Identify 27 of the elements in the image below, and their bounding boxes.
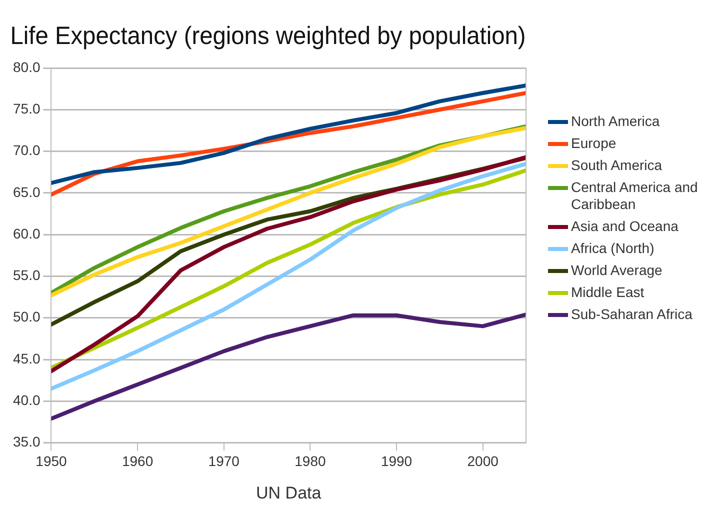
x-tick-label: 2000	[467, 453, 499, 470]
legend-label: Sub-Saharan Africa	[571, 306, 692, 323]
y-tick-label: 55.0	[13, 267, 40, 284]
x-tick-label: 1980	[294, 453, 326, 470]
legend-label: North America	[571, 113, 660, 130]
legend-label: Europe	[571, 135, 616, 152]
x-tick-label: 1990	[380, 453, 412, 470]
legend-label: Central America and Caribbean	[571, 179, 699, 213]
y-tick-label: 65.0	[13, 184, 40, 200]
x-tick-label: 1950	[36, 453, 68, 470]
y-tick-label: 75.0	[13, 100, 40, 117]
x-tick-label: 1960	[122, 453, 154, 470]
y-tick-label: 70.0	[13, 142, 40, 158]
legend-label: Asia and Oceana	[571, 218, 678, 235]
x-tick-label: 1970	[208, 453, 240, 470]
y-tick-label: 60.0	[13, 225, 40, 242]
chart-title: Life Expectancy (regions weighted by population)	[10, 22, 526, 50]
x-axis-title: UN Data	[256, 483, 322, 502]
legend-label: Middle East	[571, 284, 644, 301]
y-tick-label: 80.0	[13, 58, 40, 75]
y-tick-label: 40.0	[13, 392, 40, 408]
legend-label: World Average	[571, 262, 662, 279]
legend-label: Africa (North)	[571, 240, 654, 257]
y-tick-label: 35.0	[13, 434, 40, 450]
y-tick-label: 45.0	[13, 350, 40, 366]
y-tick-label: 50.0	[13, 308, 40, 325]
legend-label: South America	[571, 157, 662, 174]
